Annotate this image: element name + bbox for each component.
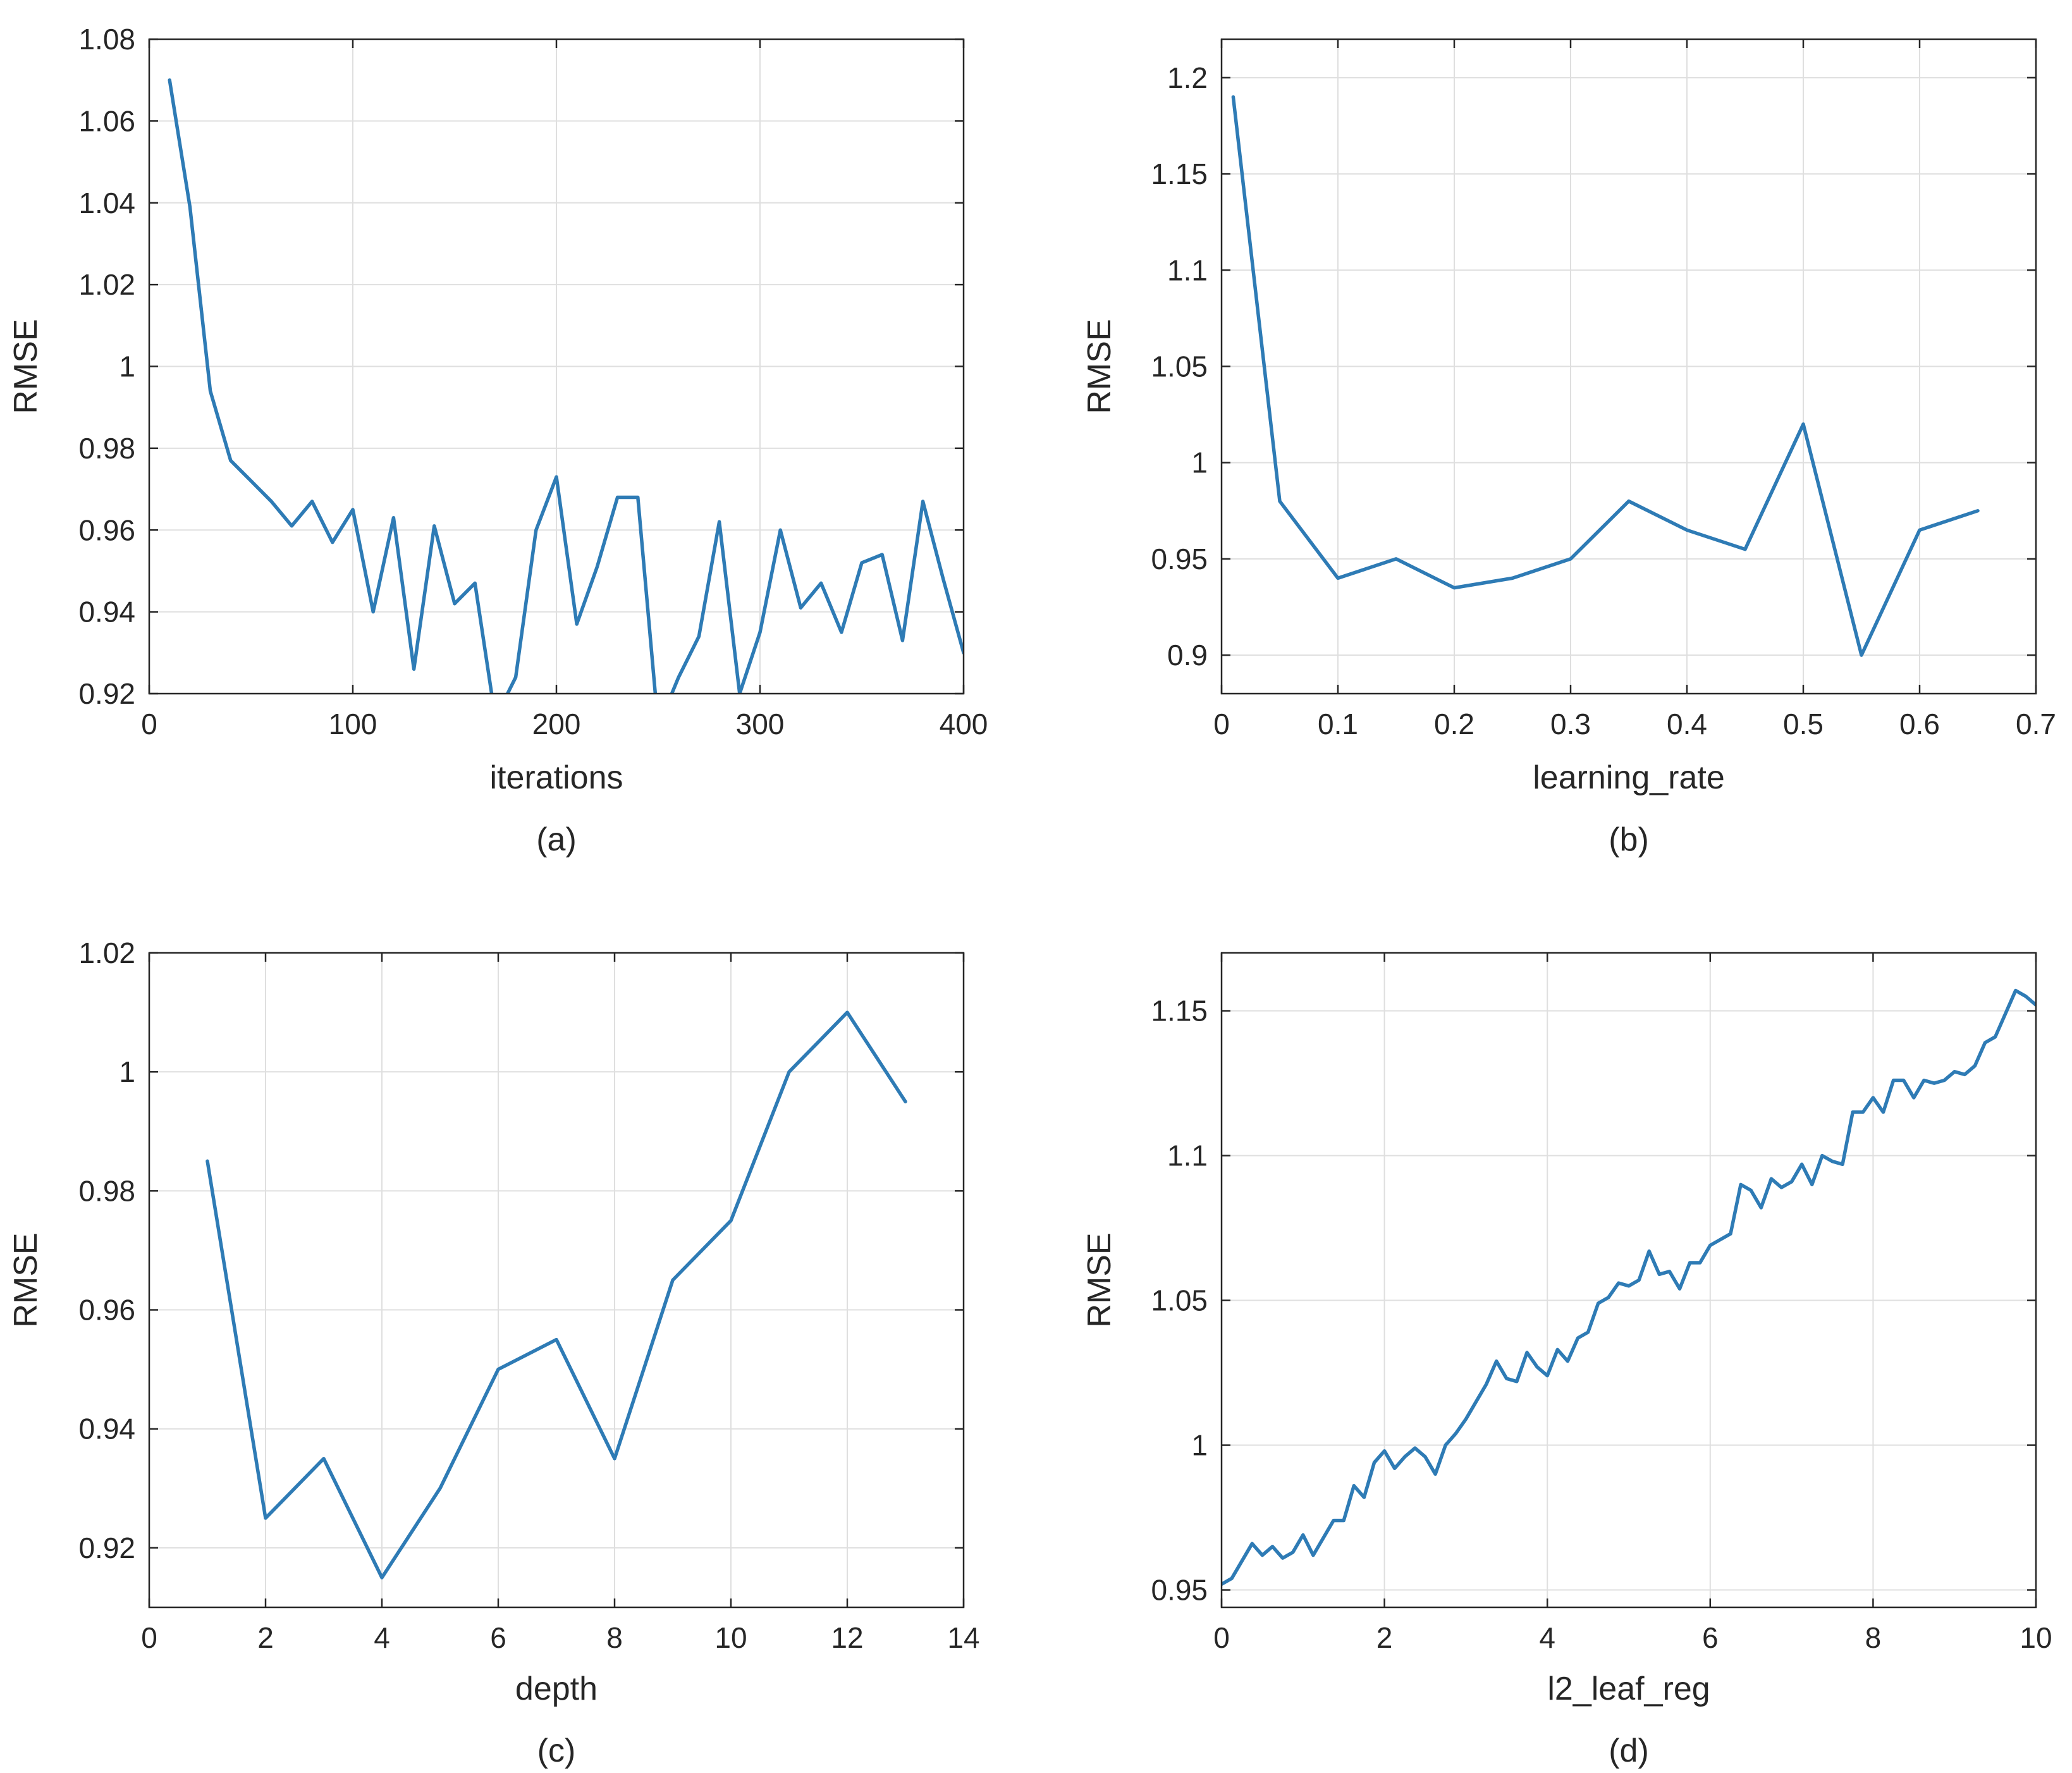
chart-panel: 0 0.1 0.2 0.3 0.4 0.5 0.6 0.7 0.9 0.95 1 1.05 1.1 1.1… bbox=[1081, 38, 2056, 858]
y-axis-label: RMSE bbox=[8, 1232, 44, 1327]
y-tick-label: 1.04 bbox=[78, 187, 135, 219]
chart-panel: 0 100 200 300 400 0.92 0.94 0.96 0.98 1 1.02 1.04 1.… bbox=[8, 23, 988, 858]
y-tick-label: 0.96 bbox=[78, 513, 135, 546]
series-line bbox=[1222, 988, 2036, 1586]
y-tick-label: 0.92 bbox=[78, 1531, 135, 1564]
chart-panel: 0 2 4 6 8 10 12 14 0.92 0.94 0.96 0.98 1 1.02 depth RMS… bbox=[8, 936, 980, 1769]
x-tick-label: 6 bbox=[1702, 1621, 1719, 1654]
x-axis-label: iterations bbox=[490, 759, 623, 796]
series-line bbox=[168, 78, 964, 694]
x-tick-label: 8 bbox=[1865, 1621, 1882, 1654]
x-tick-label: 10 bbox=[2020, 1621, 2052, 1654]
chart-panel: 0 2 4 6 8 10 0.95 1 1.05 1.1 1.15 l2_leaf_reg RMSE (d… bbox=[1081, 952, 2052, 1769]
x-tick-label: 0 bbox=[141, 1621, 157, 1654]
x-tick-label: 0.3 bbox=[1550, 708, 1591, 740]
x-tick-label: 200 bbox=[532, 708, 581, 740]
y-tick-label: 0.92 bbox=[78, 677, 135, 710]
x-axis-label: l2_leaf_reg bbox=[1547, 1671, 1710, 1707]
x-tick-label: 10 bbox=[714, 1621, 747, 1654]
y-tick-label: 1.02 bbox=[78, 936, 135, 969]
x-tick-label: 8 bbox=[606, 1621, 623, 1654]
x-axis-label: learning_rate bbox=[1533, 759, 1725, 796]
plot-frame bbox=[148, 38, 965, 695]
y-axis-label: RMSE bbox=[1081, 1232, 1118, 1327]
y-tick-label: 1 bbox=[1191, 446, 1208, 479]
y-tick-label: 1 bbox=[1191, 1429, 1208, 1462]
y-tick-label: 0.95 bbox=[1151, 543, 1208, 575]
x-tick-label: 0.7 bbox=[2016, 708, 2056, 740]
series-line bbox=[205, 1010, 907, 1580]
x-tick-label: 0 bbox=[141, 708, 157, 740]
y-tick-label: 1 bbox=[119, 1055, 135, 1088]
y-tick-label: 1.1 bbox=[1167, 1139, 1208, 1172]
x-tick-label: 12 bbox=[831, 1621, 863, 1654]
y-tick-label: 0.95 bbox=[1151, 1574, 1208, 1607]
y-axis-label: RMSE bbox=[1081, 319, 1118, 414]
panel-caption: (d) bbox=[1609, 1733, 1649, 1769]
plot-frame bbox=[148, 952, 965, 1609]
y-tick-label: 0.96 bbox=[78, 1294, 135, 1327]
y-tick-label: 1.05 bbox=[1151, 1284, 1208, 1317]
x-tick-label: 400 bbox=[940, 708, 988, 740]
x-tick-label: 0.6 bbox=[1899, 708, 1940, 740]
plot-frame bbox=[1220, 38, 2037, 695]
y-tick-label: 1.15 bbox=[1151, 157, 1208, 190]
x-tick-label: 300 bbox=[736, 708, 785, 740]
panel-caption: (b) bbox=[1609, 821, 1649, 858]
y-tick-label: 0.98 bbox=[78, 1174, 135, 1207]
y-tick-label: 1.05 bbox=[1151, 350, 1208, 383]
x-tick-label: 0.4 bbox=[1667, 708, 1707, 740]
x-tick-label: 6 bbox=[490, 1621, 506, 1654]
y-tick-label: 1.06 bbox=[78, 104, 135, 137]
x-tick-label: 4 bbox=[374, 1621, 390, 1654]
x-tick-label: 2 bbox=[257, 1621, 274, 1654]
y-tick-label: 0.98 bbox=[78, 432, 135, 465]
y-tick-label: 1.2 bbox=[1167, 61, 1208, 94]
x-tick-label: 2 bbox=[1376, 1621, 1393, 1654]
x-tick-label: 100 bbox=[329, 708, 377, 740]
x-tick-label: 0.2 bbox=[1434, 708, 1474, 740]
panel-caption: (a) bbox=[536, 821, 577, 858]
x-tick-label: 0 bbox=[1213, 708, 1230, 740]
x-axis-label: depth bbox=[515, 1671, 598, 1707]
y-tick-label: 1.08 bbox=[78, 23, 135, 56]
y-tick-label: 1.1 bbox=[1167, 254, 1208, 286]
x-tick-label: 0.5 bbox=[1783, 708, 1824, 740]
y-tick-label: 1 bbox=[119, 350, 135, 383]
x-tick-label: 4 bbox=[1539, 1621, 1555, 1654]
plot-frame bbox=[1220, 952, 2037, 1609]
series-line bbox=[1231, 95, 1980, 657]
panel-caption: (c) bbox=[537, 1733, 576, 1769]
chart-panels: 0 100 200 300 4000.920.940.960.9811.021.041.… bbox=[8, 23, 2056, 1769]
y-tick-label: 0.94 bbox=[78, 596, 135, 629]
y-tick-label: 1.02 bbox=[78, 268, 135, 301]
y-tick-label: 1.15 bbox=[1151, 995, 1208, 1028]
x-tick-label: 14 bbox=[947, 1621, 979, 1654]
x-tick-label: 0 bbox=[1213, 1621, 1230, 1654]
y-axis-label: RMSE bbox=[8, 319, 44, 414]
y-tick-label: 0.94 bbox=[78, 1413, 135, 1445]
x-tick-label: 0.1 bbox=[1318, 708, 1358, 740]
y-tick-label: 0.9 bbox=[1167, 639, 1208, 672]
